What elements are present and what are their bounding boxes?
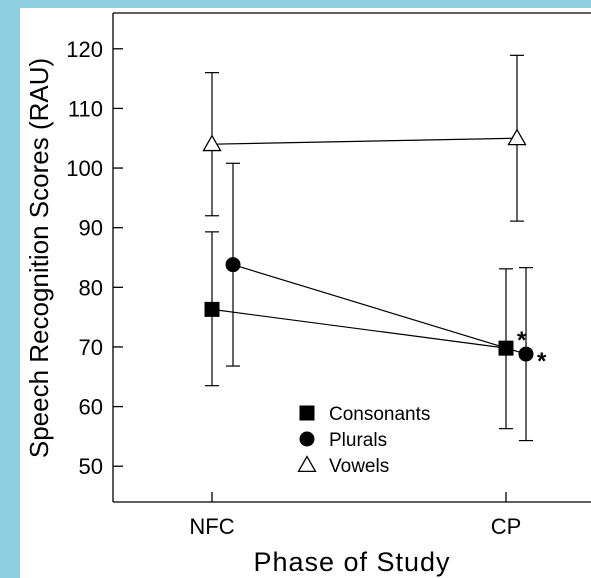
y-tick-label: 120 — [66, 37, 103, 62]
series-line — [232, 264, 527, 355]
series-layer: ** — [202, 54, 547, 442]
triangle-marker — [297, 455, 317, 473]
y-axis-label: Speech Recognition Scores (RAU) — [24, 58, 54, 458]
y-ticks: 50 60 70 80 90 100 110 120 — [66, 37, 123, 479]
significance-marker: * — [537, 348, 547, 375]
x-tick-label: CP — [491, 514, 522, 539]
series-line — [211, 137, 518, 145]
triangle-marker — [202, 134, 222, 152]
series-consonants: * — [204, 231, 527, 430]
triangle-marker — [507, 128, 527, 146]
y-tick-label: 80 — [79, 275, 103, 300]
top-frame-strip — [0, 0, 591, 8]
legend-label: Consonants — [329, 404, 430, 425]
legend-label: Vowels — [329, 456, 389, 477]
circle-marker — [518, 346, 534, 362]
y-tick-label: 100 — [66, 156, 103, 181]
series-vowels — [202, 54, 527, 222]
legend-label: Plurals — [329, 430, 387, 451]
circle-marker — [225, 257, 241, 273]
legend: Consonants Plurals Vowels — [297, 404, 430, 477]
y-tick-label: 60 — [79, 395, 103, 420]
series-line — [211, 308, 507, 349]
y-tick-label: 90 — [79, 216, 103, 241]
y-tick-label: 50 — [79, 454, 103, 479]
y-tick-label: 70 — [79, 335, 103, 360]
x-axis-label: Phase of Study — [253, 547, 450, 577]
chart-panel — [20, 8, 591, 578]
x-ticks: NFC CP — [189, 492, 521, 539]
y-tick-label: 110 — [68, 96, 103, 121]
square-marker — [299, 405, 315, 421]
x-tick-label: NFC — [189, 514, 234, 539]
square-marker — [204, 301, 220, 317]
axes — [112, 12, 591, 503]
significance-marker: * — [517, 327, 527, 354]
circle-marker — [299, 431, 315, 447]
series-plurals: * — [225, 162, 547, 442]
